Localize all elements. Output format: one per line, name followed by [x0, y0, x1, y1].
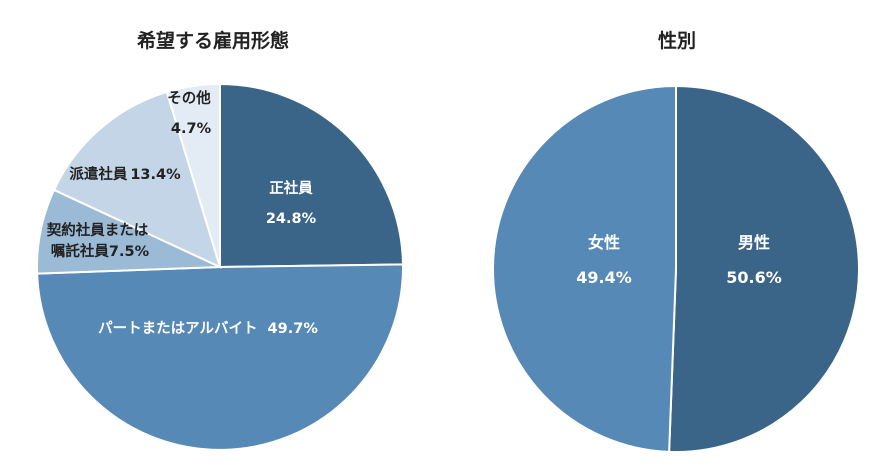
slice-label-keiyaku-line2: 嘱託社員7.5%: [51, 242, 150, 260]
chart-title-gender: 性別: [658, 29, 696, 52]
slice-label-sonota: その他: [167, 89, 211, 107]
slice-label-part-name: パートまたはアルバイト: [98, 320, 257, 337]
slice-label-keiyaku: 契約社員または 嘱託社員7.5%: [46, 221, 154, 260]
chart-title-employment: 希望する雇用形態: [137, 29, 289, 52]
slice-label-male: 男性: [738, 233, 770, 252]
slice-value-haken: 13.4%: [130, 167, 181, 183]
slice-value-keiyaku: 7.5%: [109, 244, 150, 260]
pie-employment-slice-4: [165, 82, 221, 268]
slice-value-sonota: 4.7%: [171, 121, 212, 137]
pie-gender-slice-0: [668, 84, 860, 453]
slice-label-haken-name: 派遣社員: [69, 165, 127, 183]
slice-label-seishain: 正社員: [269, 179, 313, 197]
slice-label-part: パートまたはアルバイト 49.7%: [98, 320, 318, 337]
pie-gender-slices: [492, 84, 860, 453]
pie-employment-slices: [36, 82, 404, 451]
slice-value-female: 49.4%: [576, 268, 632, 287]
pie-gender-slice-1: [492, 84, 677, 453]
slice-label-female: 女性: [588, 233, 620, 252]
pie-employment-slice-0: [219, 82, 404, 269]
slice-label-keiyaku-line1: 契約社員または: [46, 221, 149, 239]
pie-employment-slice-3: [52, 90, 222, 269]
slice-value-seishain: 24.8%: [266, 211, 317, 227]
slice-value-male: 50.6%: [726, 268, 782, 287]
slice-value-part: 49.7%: [268, 321, 319, 337]
slice-label-haken: 派遣社員 13.4%: [69, 165, 181, 183]
pie-employment-slice-1: [36, 263, 404, 451]
